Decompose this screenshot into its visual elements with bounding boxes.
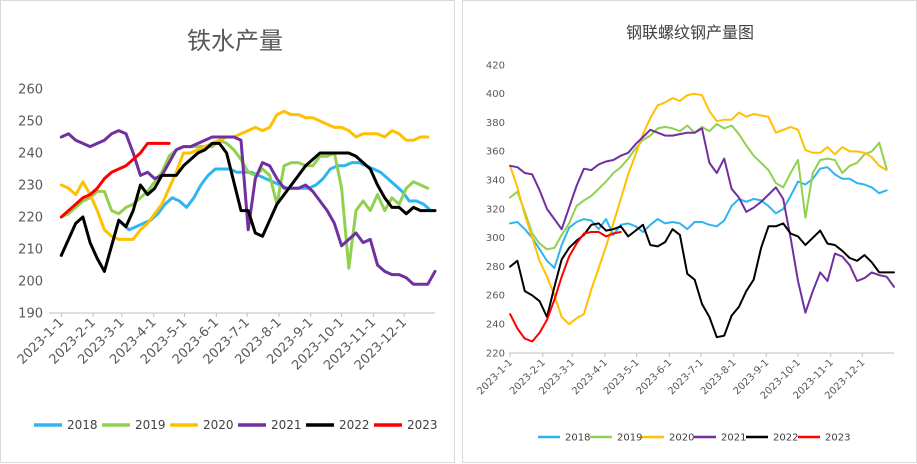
y-tick-label: 210: [18, 242, 43, 257]
legend-item-2018: 2018: [538, 432, 590, 443]
legend-item-2020: 2020: [642, 432, 694, 443]
y-tick-label: 220: [486, 348, 505, 359]
axes: 2202402602803003203403603804004202023-1-…: [475, 60, 894, 402]
series-line-2021: [509, 127, 895, 314]
series-lines: [509, 92, 895, 343]
y-tick-label: 380: [486, 118, 505, 129]
series-line-2019: [509, 123, 888, 251]
series-line-2022: [509, 222, 895, 339]
series-line-2022: [59, 141, 437, 273]
y-tick-label: 300: [486, 233, 505, 244]
legend-item-2019: 2019: [590, 432, 642, 443]
chart-title: 铁水产量: [187, 27, 283, 55]
series-lines: [59, 109, 437, 286]
legend-item-2019: 2019: [102, 418, 166, 432]
rebar-output-chart-panel: 钢联螺纹钢产量图 220 240 260 280 300 320 340 360 380 400 4…: [462, 0, 917, 463]
y-tick-label: 220: [18, 210, 43, 225]
series-line-2019: [59, 138, 430, 270]
series-line-2020: [509, 92, 888, 326]
chart-title: 钢联螺纹钢产量图: [626, 23, 754, 42]
panel-divider: [456, 0, 462, 463]
y-tick-label: 320: [486, 204, 505, 215]
legend-label: 2019: [617, 432, 642, 443]
legend: 2018 2019 2020 2021 2022 2023: [34, 418, 438, 432]
series-line-2023: [509, 231, 622, 343]
legend-label: 2023: [407, 418, 438, 432]
y-tick-label: 250: [18, 114, 43, 129]
legend-label: 2018: [67, 418, 98, 432]
series-line-2020: [59, 109, 430, 241]
series-line-2021: [59, 129, 437, 286]
y-tick-label: 400: [486, 89, 505, 100]
legend-item-2022: 2022: [306, 418, 370, 432]
y-tick-label: 260: [18, 82, 43, 97]
legend-label: 2022: [339, 418, 370, 432]
y-tick-label: 240: [486, 320, 505, 331]
y-tick-label: 200: [18, 274, 43, 289]
series-line-2018: [120, 161, 433, 232]
y-tick-label: 420: [486, 60, 505, 71]
legend-label: 2021: [271, 418, 302, 432]
iron-output-chart-panel: 铁水产量 190 200 210 220 230 240 250 260 2023-1-1 202…: [0, 0, 455, 463]
y-tick-label: 240: [18, 146, 43, 161]
legend-item-2020: 2020: [170, 418, 234, 432]
legend-label: 2023: [825, 432, 850, 443]
y-tick-label: 360: [486, 147, 505, 158]
legend-label: 2022: [773, 432, 798, 443]
y-tick-label: 340: [486, 176, 505, 187]
y-tick-label: 280: [486, 262, 505, 273]
y-tick-label: 190: [18, 306, 43, 321]
y-tick-label: 230: [18, 178, 43, 193]
rebar-output-chart: 钢联螺纹钢产量图 220 240 260 280 300 320 340 360 380 400 4…: [475, 23, 895, 443]
legend-label: 2020: [203, 418, 234, 432]
legend-label: 2021: [721, 432, 746, 443]
legend-label: 2020: [669, 432, 694, 443]
series-line-2023: [59, 141, 171, 219]
legend-item-2021: 2021: [238, 418, 302, 432]
legend-label: 2018: [565, 432, 590, 443]
y-tick-label: 260: [486, 291, 505, 302]
legend-item-2023: 2023: [798, 432, 850, 443]
legend-item-2023: 2023: [374, 418, 438, 432]
legend-item-2021: 2021: [694, 432, 746, 443]
legend: 2018 2019 2020 2021 2022 2023: [538, 432, 850, 443]
legend-item-2022: 2022: [746, 432, 798, 443]
series-line-2018: [509, 166, 888, 269]
legend-item-2018: 2018: [34, 418, 98, 432]
iron-output-chart: 铁水产量 1902002102202302402502602023-1-1202…: [15, 27, 438, 432]
axes: 1902002102202302402502602023-1-12023-2-1…: [15, 82, 435, 373]
legend-label: 2019: [135, 418, 166, 432]
